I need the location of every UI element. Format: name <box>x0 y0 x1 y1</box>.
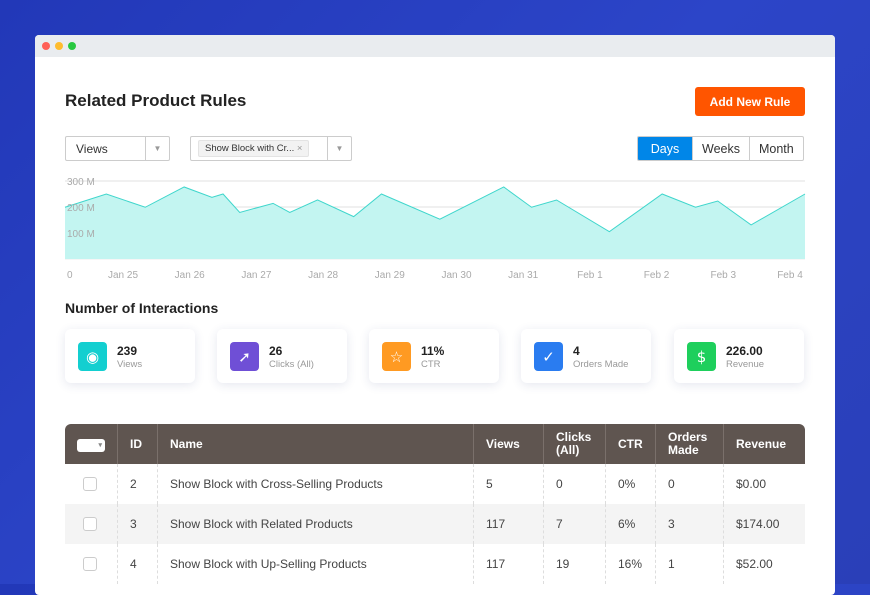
stat-label: Orders Made <box>573 359 629 370</box>
x-tick-label: Jan 30 <box>441 270 471 281</box>
rule-chip: Show Block with Cr... × <box>198 140 310 157</box>
check-icon: ✓ <box>534 342 563 371</box>
col-revenue[interactable]: Revenue <box>723 424 805 464</box>
row-checkbox-cell <box>65 544 117 584</box>
stat-value: 11% <box>421 344 445 358</box>
x-tick-label: Jan 25 <box>108 270 138 281</box>
add-new-rule-button[interactable]: Add New Rule <box>695 87 805 116</box>
x-tick-label: Feb 3 <box>711 270 737 281</box>
x-tick-label: Jan 28 <box>308 270 338 281</box>
row-checkbox-cell <box>65 464 117 504</box>
chip-remove-icon[interactable]: × <box>296 143 303 154</box>
table-header: ▾ ID Name Views Clicks (All) CTR Orders … <box>65 424 805 464</box>
cell-orders: 1 <box>655 544 723 584</box>
x-tick-label: Feb 4 <box>777 270 803 281</box>
cell-orders: 0 <box>655 464 723 504</box>
cell-orders: 3 <box>655 504 723 544</box>
cell-revenue: $52.00 <box>723 544 805 584</box>
metric-select-value: Views <box>76 141 108 156</box>
row-checkbox-cell <box>65 504 117 544</box>
maximize-window-button[interactable] <box>68 42 76 50</box>
chart-line <box>64 186 806 233</box>
range-toggle: Days Weeks Month <box>637 136 804 161</box>
cell-clicks: 7 <box>543 504 605 544</box>
y-tick-label: 300 M <box>67 177 95 188</box>
cell-ctr: 16% <box>605 544 655 584</box>
row-checkbox[interactable] <box>83 557 97 571</box>
stat-card-ctr: ☆ 11% CTR <box>369 329 499 383</box>
stat-card-revenue: $226.00 Revenue <box>674 329 804 383</box>
rule-chip-label: Show Block with Cr... <box>205 143 295 154</box>
range-weeks-button[interactable]: Weeks <box>692 137 749 160</box>
select-all-checkbox[interactable]: ▾ <box>77 438 105 452</box>
stat-value: 226.00 <box>726 344 763 358</box>
cell-views: 117 <box>473 504 543 544</box>
stat-label: CTR <box>421 359 441 370</box>
cell-name: Show Block with Up-Selling Products <box>157 544 473 584</box>
cell-ctr: 0% <box>605 464 655 504</box>
table-row[interactable]: 2 Show Block with Cross-Selling Products 5… <box>65 464 805 504</box>
cell-clicks: 0 <box>543 464 605 504</box>
col-name[interactable]: Name <box>157 424 473 464</box>
chart-area <box>65 186 805 259</box>
minimize-window-button[interactable] <box>55 42 63 50</box>
cell-revenue: $0.00 <box>723 464 805 504</box>
row-checkbox[interactable] <box>83 477 97 491</box>
row-checkbox[interactable] <box>83 517 97 531</box>
x-tick-label: Feb 1 <box>577 270 603 281</box>
stat-label: Views <box>117 359 143 370</box>
cell-id: 2 <box>117 464 157 504</box>
stat-label: Revenue <box>726 359 765 370</box>
stat-card-clicks-all: ➚ 26 Clicks (All) <box>217 329 347 383</box>
cell-views: 117 <box>473 544 543 584</box>
metric-select[interactable]: Views ▼ <box>65 136 170 161</box>
col-views[interactable]: Views <box>473 424 543 464</box>
x-tick-label: Jan 27 <box>241 270 271 281</box>
stat-label: Clicks (All) <box>269 359 314 370</box>
x-tick-label: Jan 29 <box>375 270 405 281</box>
dollar-icon: $ <box>687 342 716 371</box>
cell-views: 5 <box>473 464 543 504</box>
page-title: Related Product Rules <box>65 91 247 110</box>
x-tick-label: 0 <box>67 270 73 281</box>
cell-id: 4 <box>117 544 157 584</box>
table-row[interactable]: 3 Show Block with Related Products 117 7 6% 3… <box>65 504 805 544</box>
col-ctr[interactable]: CTR <box>605 424 655 464</box>
eye-icon: ◉ <box>78 342 107 371</box>
chevron-down-icon: ▼ <box>327 137 351 160</box>
y-tick-label: 200 M <box>67 203 95 214</box>
title-bar <box>35 35 835 57</box>
close-window-button[interactable] <box>42 42 50 50</box>
rules-table: ▾ ID Name Views Clicks (All) CTR Orders … <box>65 424 805 584</box>
col-clicks[interactable]: Clicks (All) <box>543 424 605 464</box>
range-days-button[interactable]: Days <box>638 137 692 160</box>
x-tick-label: Jan 31 <box>508 270 538 281</box>
cursor-icon: ➚ <box>230 342 259 371</box>
y-tick-label: 100 M <box>67 229 95 240</box>
app-window: Related Product Rules Add New Rule Views… <box>35 35 835 595</box>
range-month-button[interactable]: Month <box>748 137 803 160</box>
cell-name: Show Block with Related Products <box>157 504 473 544</box>
stat-value: 26 <box>269 344 283 358</box>
cell-revenue: $174.00 <box>723 504 805 544</box>
x-tick-label: Jan 26 <box>175 270 205 281</box>
col-id[interactable]: ID <box>117 424 157 464</box>
cell-id: 3 <box>117 504 157 544</box>
col-orders[interactable]: Orders Made <box>655 424 723 464</box>
cell-ctr: 6% <box>605 504 655 544</box>
stat-card-views: ◉ 239 Views <box>65 329 195 383</box>
rule-select[interactable]: Show Block with Cr... × ▼ <box>190 136 352 161</box>
select-all-header: ▾ <box>65 424 117 464</box>
stat-value: 239 <box>117 344 138 358</box>
table-row[interactable]: 4 Show Block with Up-Selling Products 117 1… <box>65 544 805 584</box>
stat-card-orders-made: ✓ 4 Orders Made <box>521 329 651 383</box>
stat-value: 4 <box>573 344 580 358</box>
chevron-down-icon: ▼ <box>145 137 169 160</box>
views-chart: 100 M 200 M 300 M 0 Jan 25 Jan 26 Jan 27 Jan 28… <box>64 177 806 281</box>
interactions-title: Number of Interactions <box>65 300 219 316</box>
star-icon: ☆ <box>382 342 411 371</box>
cell-clicks: 19 <box>543 544 605 584</box>
x-tick-label: Feb 2 <box>644 270 670 281</box>
cell-name: Show Block with Cross-Selling Products <box>157 464 473 504</box>
